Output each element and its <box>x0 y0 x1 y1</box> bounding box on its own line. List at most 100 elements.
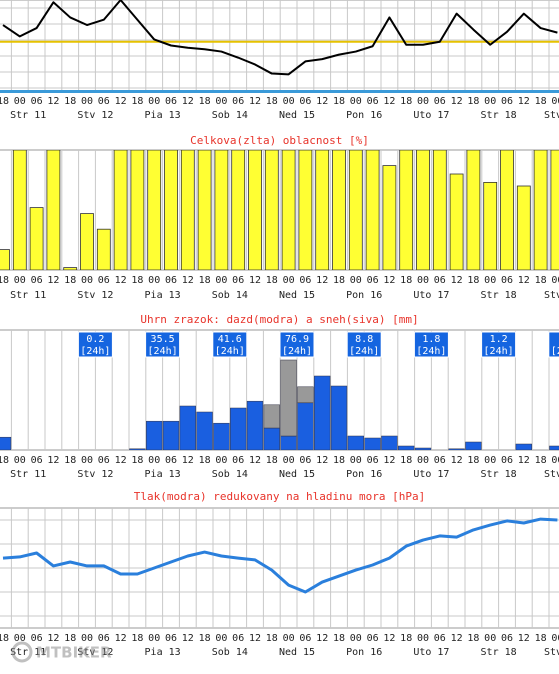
hour-label: 18 <box>467 96 479 107</box>
cloud-bar <box>0 249 10 270</box>
total-value: 35.5 <box>151 334 175 345</box>
total-unit: [24h] <box>80 346 110 357</box>
hour-label: 00 <box>350 633 362 644</box>
hour-label: 06 <box>165 275 177 286</box>
hour-label: 12 <box>47 633 59 644</box>
precip-bar <box>196 411 213 450</box>
hour-label: 06 <box>98 633 110 644</box>
hour-label: 18 <box>266 633 278 644</box>
cloud-bar <box>332 150 346 270</box>
hour-label: 12 <box>518 633 530 644</box>
hour-label: 06 <box>501 633 513 644</box>
precip-bar <box>515 443 532 450</box>
hour-label: 12 <box>451 455 463 466</box>
total-value: 0.2 <box>86 334 104 345</box>
hour-label: 00 <box>148 455 160 466</box>
cloud-bar <box>248 150 262 270</box>
day-label: Str 11 <box>10 110 46 121</box>
hour-label: 06 <box>434 455 446 466</box>
hour-label: 00 <box>484 96 496 107</box>
cloud-bar <box>516 185 531 270</box>
total-unit: [24h] <box>551 346 559 357</box>
hour-label: 06 <box>501 275 513 286</box>
hour-label: 06 <box>98 275 110 286</box>
cloud-bar <box>96 228 111 270</box>
cloud-bar <box>264 150 279 270</box>
total-value: 76.9 <box>285 334 309 345</box>
total-box <box>77 331 113 358</box>
hour-label: 06 <box>98 455 110 466</box>
hour-label: 18 <box>535 96 547 107</box>
hour-label: 18 <box>333 275 345 286</box>
cloud-bar <box>348 150 363 270</box>
watermark-icon <box>11 641 33 663</box>
hour-label: 18 <box>400 96 412 107</box>
day-label: Uto 17 <box>413 647 449 658</box>
hour-label: 12 <box>316 455 328 466</box>
hour-label: 18 <box>333 96 345 107</box>
hour-label: 06 <box>299 633 311 644</box>
cloud-bar <box>46 150 61 270</box>
hour-label: 06 <box>98 96 110 107</box>
day-label: Pon 16 <box>346 647 382 658</box>
day-label: Sob 14 <box>212 647 248 658</box>
cloud-bar <box>130 150 145 270</box>
hour-label: 18 <box>64 275 76 286</box>
hour-label: 06 <box>299 96 311 107</box>
hour-label: 12 <box>47 455 59 466</box>
total-value: 8.8 <box>355 334 373 345</box>
total-unit: [24h] <box>148 346 178 357</box>
panel-bottom-line <box>0 90 559 93</box>
hour-label: 12 <box>383 275 395 286</box>
hour-label: 06 <box>232 455 244 466</box>
panel-title: Celkova(zlta) oblacnost [%] <box>190 134 369 147</box>
cloud-bar <box>466 150 481 270</box>
cloud-bar <box>432 150 447 270</box>
precip-bar <box>549 445 559 450</box>
precip-bar <box>297 386 314 404</box>
hour-label: 12 <box>316 633 328 644</box>
hour-label: 06 <box>434 275 446 286</box>
hour-label: 06 <box>232 96 244 107</box>
hour-label: 12 <box>518 455 530 466</box>
hour-label: 06 <box>501 455 513 466</box>
hour-label: 12 <box>249 96 261 107</box>
hour-label: 18 <box>131 96 143 107</box>
hour-label: 18 <box>199 96 211 107</box>
cloud-bar <box>281 150 296 270</box>
hour-label: 12 <box>182 96 194 107</box>
precip-bar <box>414 447 432 450</box>
cloud-bar <box>113 150 128 270</box>
hour-label: 18 <box>131 275 143 286</box>
cloud-bar <box>315 150 330 270</box>
total-box <box>279 331 315 358</box>
hour-label: 12 <box>182 455 194 466</box>
cloud-bar <box>449 173 464 270</box>
hour-label: 00 <box>484 275 496 286</box>
hour-label: 12 <box>316 96 328 107</box>
hour-label: 12 <box>249 633 261 644</box>
hour-label: 06 <box>367 275 379 286</box>
hour-label: 00 <box>350 455 362 466</box>
day-label: Ned 15 <box>279 290 315 301</box>
day-label: Stv 12 <box>77 469 113 480</box>
hour-label: 06 <box>232 633 244 644</box>
hour-label: 18 <box>64 633 76 644</box>
hour-label: 00 <box>484 633 496 644</box>
hour-label: 12 <box>383 455 395 466</box>
hour-label: 06 <box>434 633 446 644</box>
day-label: Pia 13 <box>145 469 181 480</box>
watermark: MTBIKER <box>36 644 112 662</box>
precip-bar <box>179 405 196 450</box>
hour-label: 18 <box>467 633 479 644</box>
hour-label: 18 <box>0 633 9 644</box>
data-line <box>2 0 558 76</box>
total-box <box>481 331 517 358</box>
cloud-bar <box>147 150 162 270</box>
cloud-bar <box>164 150 178 270</box>
hour-label: 00 <box>417 275 429 286</box>
day-label: Pon 16 <box>346 290 382 301</box>
hour-label: 00 <box>484 455 496 466</box>
hour-label: 18 <box>199 275 211 286</box>
